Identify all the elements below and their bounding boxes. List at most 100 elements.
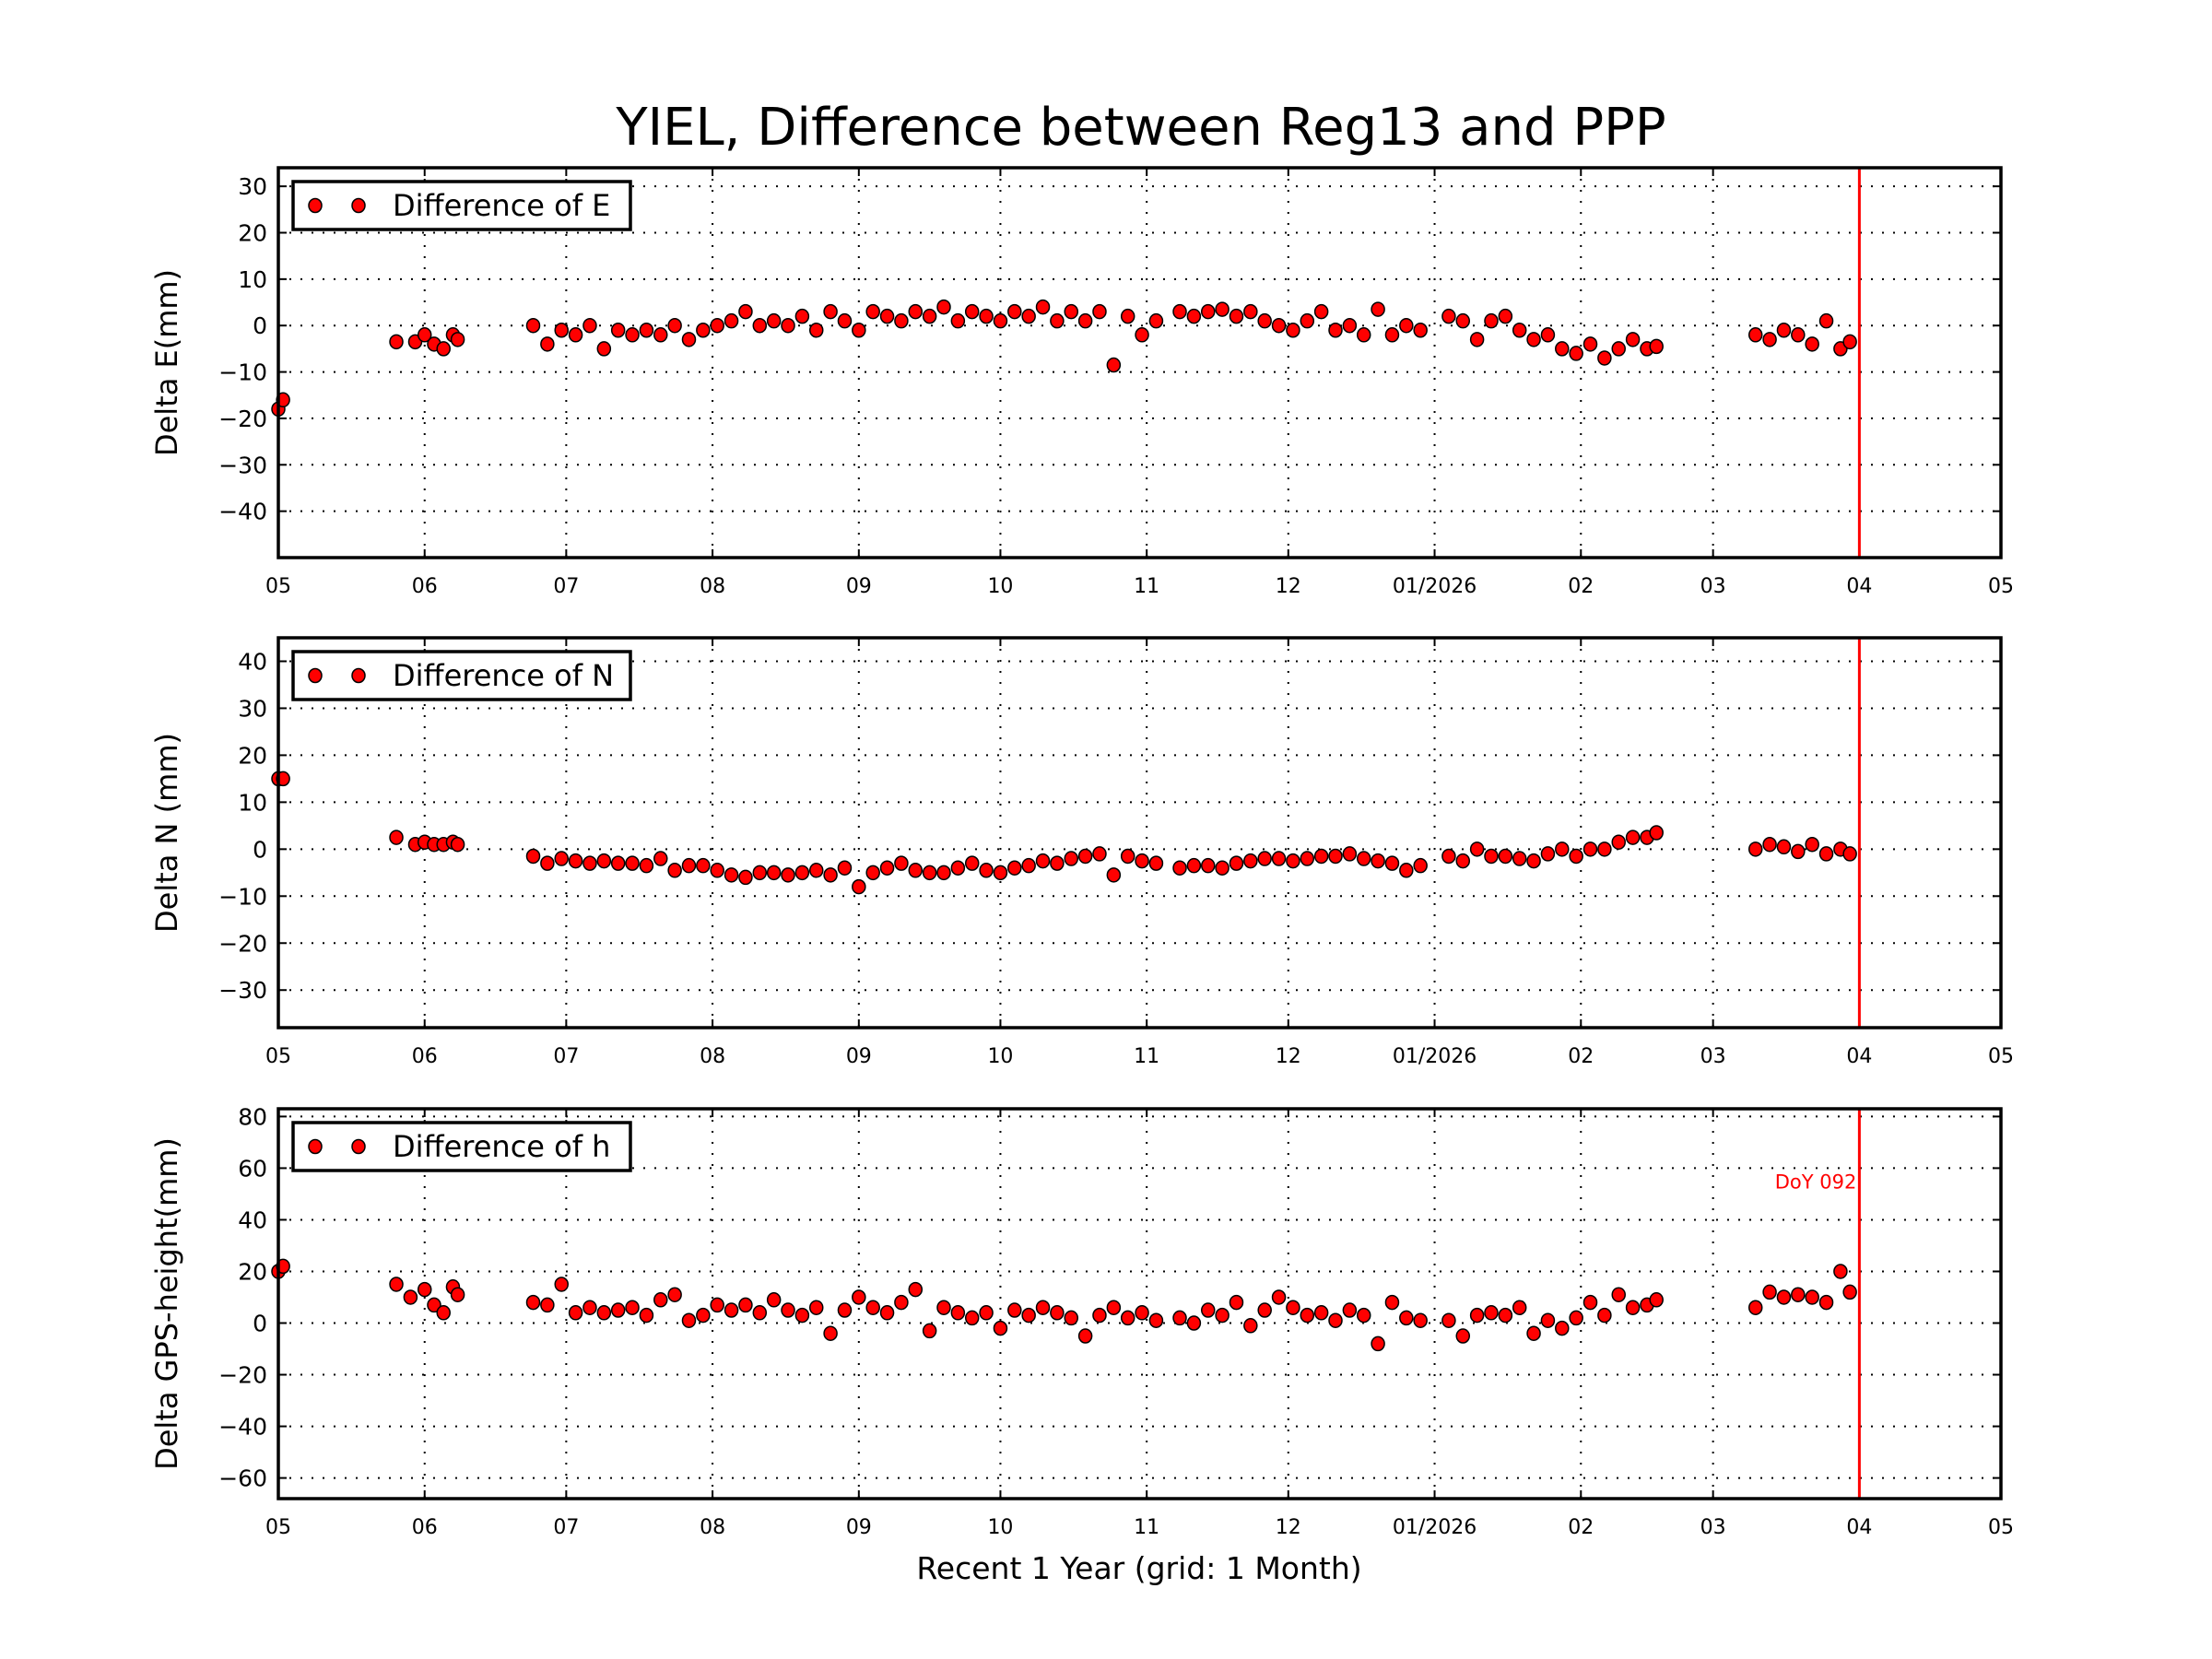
- data-point: [1286, 323, 1300, 338]
- data-point: [1569, 1310, 1583, 1326]
- data-point: [1064, 1310, 1079, 1326]
- data-point: [625, 1300, 640, 1315]
- data-point: [1842, 846, 1857, 862]
- y-tick-label: 10: [238, 266, 267, 293]
- data-point: [1035, 853, 1051, 869]
- data-point: [894, 855, 909, 871]
- x-tick-label: 01/2026: [1393, 575, 1477, 598]
- data-point: [554, 323, 569, 338]
- data-point: [1597, 1307, 1612, 1324]
- data-point: [752, 1305, 768, 1321]
- data-point: [554, 1277, 569, 1292]
- data-point: [1271, 317, 1287, 334]
- data-point: [1064, 303, 1079, 320]
- data-point: [852, 1289, 866, 1305]
- data-point: [1611, 341, 1626, 357]
- data-point: [1092, 1307, 1107, 1324]
- data-point: [1611, 834, 1626, 850]
- data-point: [1035, 299, 1051, 315]
- data-point: [837, 1302, 853, 1318]
- legend-label: Difference of h: [393, 1129, 610, 1164]
- data-point: [1050, 855, 1065, 871]
- data-point: [525, 1294, 541, 1311]
- legend-marker: [351, 197, 366, 214]
- data-point: [681, 332, 697, 347]
- data-point: [1064, 851, 1079, 866]
- x-tick-label: 10: [987, 575, 1013, 598]
- data-point: [1747, 841, 1763, 857]
- data-point: [823, 303, 838, 320]
- data-point: [610, 323, 626, 338]
- data-point: [1649, 1292, 1664, 1308]
- data-point: [1077, 312, 1093, 329]
- data-point: [1526, 332, 1541, 347]
- data-point: [1512, 323, 1527, 338]
- data-point: [1469, 332, 1485, 347]
- data-point: [1498, 1307, 1513, 1324]
- data-point: [436, 1305, 451, 1321]
- data-point: [639, 323, 654, 338]
- data-point: [554, 851, 569, 866]
- data-point: [1300, 1307, 1315, 1324]
- data-point: [1077, 848, 1093, 865]
- x-tick-label: 12: [1276, 1045, 1301, 1068]
- data-point: [908, 863, 924, 878]
- data-point: [1135, 853, 1149, 869]
- data-point: [781, 317, 795, 334]
- data-point: [752, 317, 768, 334]
- data-point: [1229, 1294, 1244, 1311]
- data-point: [1649, 825, 1664, 841]
- data-point: [1243, 853, 1258, 869]
- plot-frame: [276, 166, 2003, 559]
- plot-frame: [276, 1107, 2003, 1500]
- data-point: [1215, 1307, 1230, 1324]
- y-tick-label: 60: [238, 1155, 267, 1182]
- data-point: [1818, 846, 1834, 862]
- data-point: [1172, 1310, 1187, 1326]
- data-point: [1399, 1310, 1414, 1326]
- data-point: [1007, 1302, 1022, 1318]
- data-point: [582, 317, 597, 334]
- data-point: [1172, 860, 1187, 876]
- data-point: [1791, 1287, 1806, 1302]
- panel-1: 05 06 07 08 09 10 11 12 01/2026 02 03 04 05 −40 −30 −20…: [149, 166, 2014, 598]
- data-point: [808, 1300, 824, 1315]
- data-point: [1021, 857, 1036, 874]
- data-point: [865, 865, 880, 881]
- data-point: [738, 303, 753, 320]
- legend-marker: [351, 667, 366, 684]
- data-point: [417, 327, 432, 343]
- data-point: [1512, 1300, 1527, 1315]
- data-point: [879, 308, 895, 324]
- data-point: [1172, 303, 1187, 320]
- data-point: [993, 1320, 1008, 1336]
- data-point: [1371, 1335, 1385, 1352]
- data-point: [964, 855, 980, 871]
- x-tick-label: 05: [1988, 575, 2014, 598]
- data-point: [1805, 336, 1819, 352]
- x-tick-label: 03: [1700, 1516, 1726, 1539]
- y-tick-label: 40: [238, 648, 267, 675]
- y-tick-label: 0: [253, 1311, 267, 1337]
- data-point: [1455, 853, 1471, 869]
- data-point: [1021, 1307, 1036, 1324]
- data-point: [696, 323, 711, 338]
- data-point: [1555, 1320, 1570, 1336]
- data-point: [1313, 303, 1329, 320]
- data-point: [667, 1287, 682, 1302]
- y-tick-label: 20: [238, 742, 267, 769]
- data-series: [271, 299, 1857, 418]
- data-point: [1286, 1300, 1300, 1315]
- data-point: [1106, 867, 1122, 883]
- data-point: [1455, 312, 1471, 329]
- data-point: [1762, 836, 1777, 853]
- data-point: [1243, 1318, 1258, 1334]
- data-point: [653, 1292, 668, 1308]
- legend-label: Difference of N: [393, 658, 614, 693]
- x-tick-label: 12: [1276, 1516, 1301, 1539]
- data-point: [1455, 1328, 1471, 1344]
- y-tick-label: 20: [238, 1258, 267, 1285]
- data-point: [894, 312, 909, 329]
- x-tick-label: 02: [1568, 1045, 1594, 1068]
- data-point: [922, 308, 937, 324]
